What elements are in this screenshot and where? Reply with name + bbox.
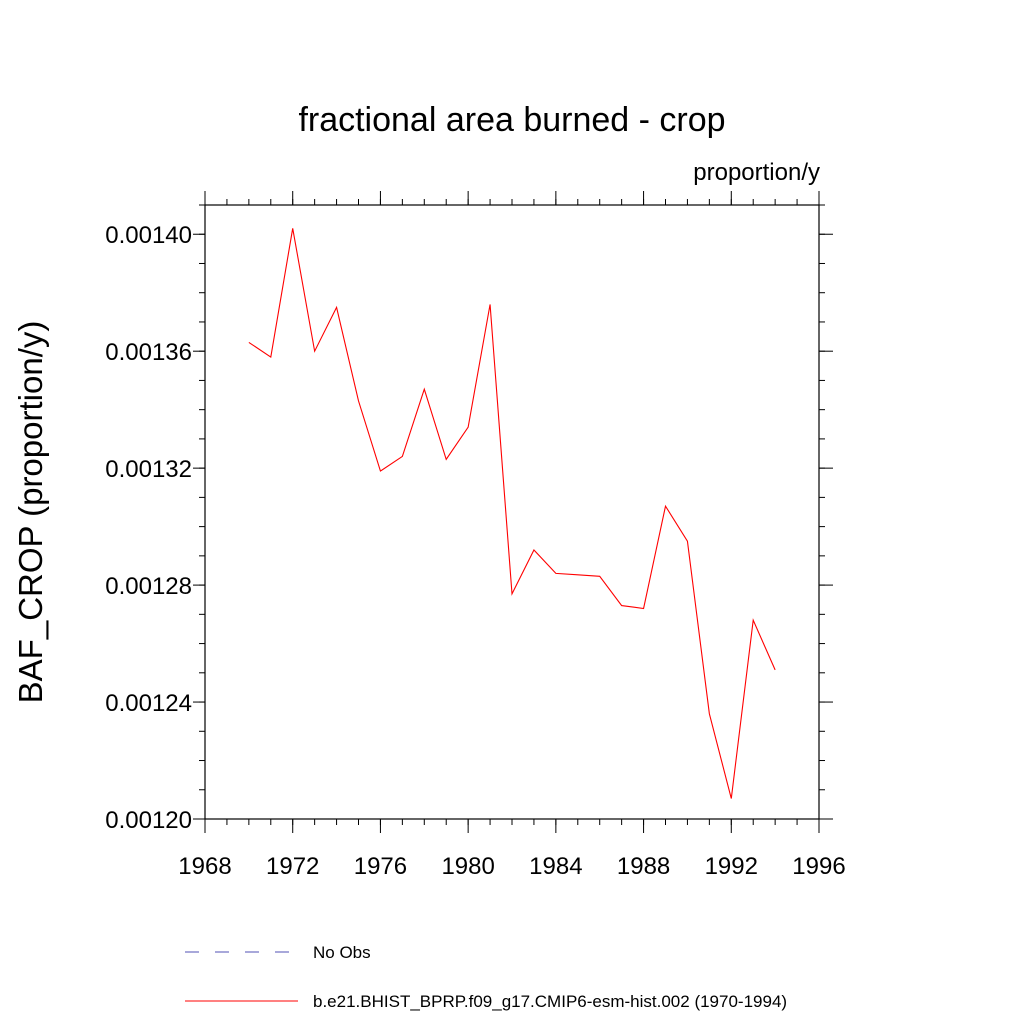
units-label: proportion/y [693, 159, 820, 186]
major-ticks [193, 191, 833, 833]
x-tick-label: 1968 [178, 853, 231, 880]
chart-title: fractional area burned - crop [298, 101, 725, 139]
legend: No Obs b.e21.BHIST_BPRP.f09_g17.CMIP6-es… [185, 943, 787, 1011]
plot-frame [204, 204, 820, 820]
y-tick-label: 0.00128 [105, 573, 192, 600]
x-tick-label: 1996 [792, 853, 845, 880]
legend-label-no-obs: No Obs [313, 943, 371, 962]
legend-label-model: b.e21.BHIST_BPRP.f09_g17.CMIP6-esm-hist.… [313, 992, 787, 1011]
x-tick-label: 1984 [529, 853, 582, 880]
y-axis-label: BAF_CROP (proportion/y) [12, 321, 49, 704]
series-line-1 [248, 228, 776, 799]
y-tick-label: 0.00136 [105, 339, 192, 366]
x-tick-label: 1980 [441, 853, 494, 880]
series-layer [248, 228, 776, 799]
x-tick-label: 1976 [354, 853, 407, 880]
x-tick-label: 1992 [705, 853, 758, 880]
y-tick-label: 0.00132 [105, 456, 192, 483]
y-tick-label: 0.00120 [105, 807, 192, 834]
minor-ticks [199, 199, 825, 825]
x-tick-label: 1972 [266, 853, 319, 880]
y-tick-label: 0.00140 [105, 222, 192, 249]
y-tick-label: 0.00124 [105, 690, 192, 717]
y-tick-labels: 0.00120 0.00124 0.00128 0.00132 0.00136 0.001… [105, 222, 192, 834]
x-tick-label: 1988 [617, 853, 670, 880]
x-tick-labels: 1968 1972 1976 1980 1984 1988 1992 1996 [178, 853, 845, 880]
